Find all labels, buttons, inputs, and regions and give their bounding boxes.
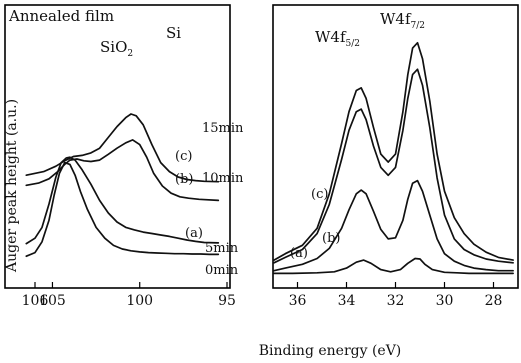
si-curve-time-label: 0min <box>205 263 239 278</box>
w-curve-letter: (b) <box>322 231 340 246</box>
w-peak-labels: W4f5/2 W4f7/2 <box>315 10 425 49</box>
si-curve-time-label: 5min <box>205 241 239 256</box>
si-curve-time-label: 10min <box>202 171 244 186</box>
w-panel: 36 34 32 30 28 W4f5/2 W4f7/2 (c) (b) (a) <box>273 10 514 309</box>
w-curve-15min <box>273 41 514 261</box>
w-curve-labels: (c) (b) (a) <box>290 187 340 261</box>
si-x-tick-label: 95 <box>218 293 236 309</box>
si-peak-labels: SiO2 Si <box>100 24 181 59</box>
w-curve-letter: (c) <box>311 187 328 202</box>
w-tick-labels: 36 34 32 30 28 <box>289 293 503 309</box>
figure-title: Annealed film <box>8 7 114 25</box>
x-axis-label: Binding energy (eV) <box>259 343 402 359</box>
si-curve-15min <box>25 113 220 183</box>
si-peak-label: Si <box>166 24 181 42</box>
w-x-tick-label: 36 <box>289 293 307 309</box>
si-curve-0min <box>25 161 220 258</box>
si-curves <box>25 113 220 258</box>
si-x-tick-label: 106 <box>22 293 49 309</box>
si-x-tick-label: 105 <box>39 293 66 309</box>
w-curve-5min <box>273 179 514 272</box>
w-curve-10min <box>273 68 514 264</box>
w-axis-ticks <box>296 282 495 288</box>
w-x-tick-label: 30 <box>436 293 454 309</box>
w-x-tick-label: 34 <box>338 293 356 309</box>
si-curve-letter: (c) <box>175 149 192 164</box>
si-curve-5min <box>25 156 220 245</box>
si-curve-letter: (b) <box>175 172 193 187</box>
w-peak-label: W4f5/2 <box>315 28 360 49</box>
w-curve-letter: (a) <box>290 246 308 261</box>
w-x-tick-label: 32 <box>387 293 405 309</box>
left-panel-frame <box>4 4 231 289</box>
w-x-tick-label: 28 <box>485 293 503 309</box>
w-curves <box>273 41 514 275</box>
si-axis-ticks <box>34 282 228 288</box>
y-axis-label: Auger peak height (a.u.) <box>4 99 20 273</box>
w-peak-label: W4f7/2 <box>380 10 425 31</box>
right-panel-frame <box>272 4 519 289</box>
si-x-tick-label: 100 <box>126 293 153 309</box>
si-curve-time-label: 15min <box>202 121 244 136</box>
si-curve-letter: (a) <box>185 226 203 241</box>
si-peak-label: SiO2 <box>100 38 133 59</box>
si-curve-labels: (c) 15min (b) 10min (a)5min 0min <box>175 121 244 278</box>
w-curve-0min <box>273 257 514 275</box>
